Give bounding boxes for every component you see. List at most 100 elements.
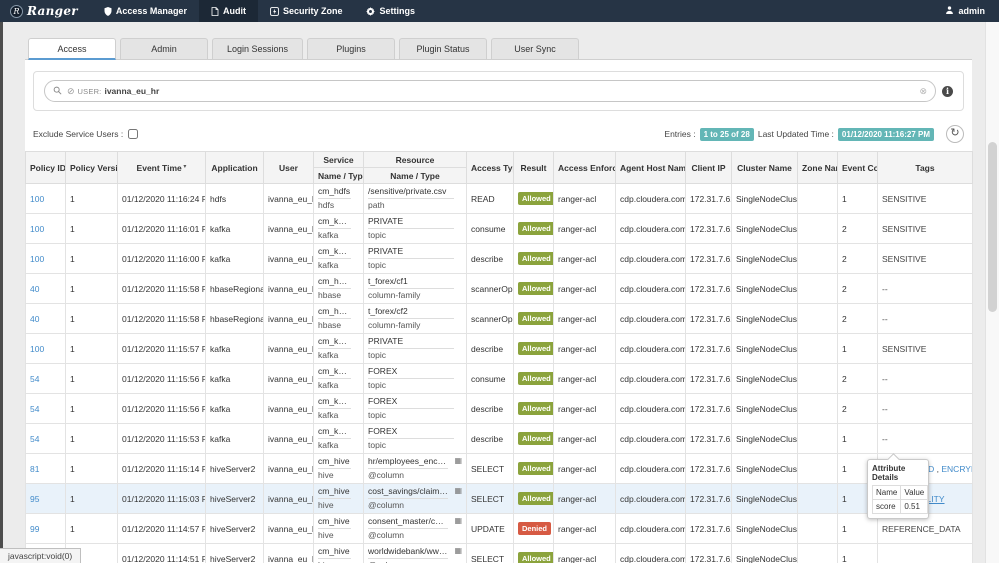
policy-id-link[interactable]: 54 — [30, 433, 40, 444]
ranger-brand[interactable]: R Ranger — [0, 0, 92, 22]
cell-resource-name-type: worldwidebank/ww_custo...@column ▦ — [363, 543, 467, 563]
service-stack: cm_kafka kafka — [318, 426, 359, 451]
cell-event-time: 01/12/2020 11:15:56 PM — [117, 393, 206, 424]
updated-label: Last Updated Time : — [757, 129, 834, 139]
cell-client-ip: 172.31.7.61 — [685, 243, 732, 274]
policy-id-link[interactable]: 100 — [30, 223, 45, 234]
info-icon[interactable]: i — [942, 85, 953, 97]
cell-policy-version: 1 — [65, 393, 118, 424]
cell-access-enforcer: ranger-acl — [553, 513, 616, 544]
table-grid-icon[interactable]: ▦ — [454, 546, 462, 555]
tag-link[interactable]: ENCRYPTED — [941, 463, 971, 474]
cell-result: Allowed — [513, 453, 554, 484]
result-badge-allowed: Allowed — [518, 342, 553, 355]
cell-client-ip: 172.31.7.61 — [685, 423, 732, 454]
policy-id-link[interactable]: 40 — [30, 283, 40, 294]
cell-access-type: scannerOpen — [466, 303, 514, 334]
policy-id-link[interactable]: 54 — [30, 403, 40, 414]
search-input[interactable]: ⊘ USER: ivanna_eu_hr ⊗ — [44, 80, 936, 102]
tag-text: -- — [882, 313, 888, 324]
filter-value: ivanna_eu_hr — [104, 86, 160, 96]
cell-access-type: READ — [466, 183, 514, 214]
tab-plugin-status[interactable]: Plugin Status — [399, 38, 488, 60]
nav-item-audit[interactable]: Audit — [198, 0, 258, 22]
cell-policy-id: 95 — [25, 483, 66, 514]
col-header-resource-name-type: Name / Type — [363, 167, 467, 184]
cell-user: ivanna_eu_hr — [263, 303, 314, 334]
resource-name: cost_savings/claim_savin... — [368, 486, 448, 499]
cell-application: hbaseRegional — [205, 303, 264, 334]
cell-client-ip: 172.31.7.61 — [685, 273, 732, 304]
result-badge-allowed: Allowed — [518, 462, 553, 475]
vertical-scrollbar[interactable] — [985, 22, 999, 563]
table-grid-icon[interactable]: ▦ — [454, 516, 462, 525]
resource-name: t_forex/cf2 — [368, 306, 454, 319]
resource-type: @column — [368, 560, 460, 563]
gear-icon — [366, 6, 376, 16]
nav-item-security-zone[interactable]: Security Zone — [258, 0, 355, 22]
attribute-details-tooltip: Attribute Details Name Value score 0.51 — [867, 459, 929, 519]
cell-resource-name-type: consent_master/consent_...@column ▦ — [363, 513, 467, 544]
tab-user-sync[interactable]: User Sync — [491, 38, 580, 60]
cell-tags: SENSITIVE — [877, 243, 973, 274]
user-menu[interactable]: admin — [931, 0, 999, 22]
document-icon — [211, 6, 219, 16]
cell-event-time: 01/12/2020 11:14:57 PM — [117, 513, 206, 544]
cell-resource-name-type: t_forex/cf1 column-family — [363, 273, 467, 304]
filter-remove-icon[interactable]: ⊘ — [67, 85, 75, 96]
search-filter-chip[interactable]: ⊘ USER: ivanna_eu_hr — [67, 86, 159, 97]
tab-login-sessions[interactable]: Login Sessions — [212, 38, 304, 60]
col-header-agent-host-name: Agent Host Name — [615, 151, 686, 184]
scrollbar-thumb[interactable] — [988, 142, 997, 312]
policy-id-link[interactable]: 54 — [30, 373, 40, 384]
cell-resource-name-type: FOREX topic — [363, 423, 467, 454]
exclude-service-users-checkbox[interactable] — [128, 129, 139, 139]
cell-event-count: 2 — [837, 273, 878, 304]
col-header-label: Cluster Name — [737, 162, 792, 173]
attribute-name: score — [871, 499, 902, 514]
cell-cluster-name: SingleNodeCluster — [731, 453, 798, 484]
cell-event-count: 2 — [837, 393, 878, 424]
cell-service-name-type: cm_hbasehbase — [313, 273, 364, 304]
cell-service-name-type: cm_kafka kafka — [313, 363, 364, 394]
cell-event-time: 01/12/2020 11:15:14 PM — [117, 453, 206, 484]
policy-id-link[interactable]: 100 — [30, 343, 45, 354]
cell-policy-version: 1 — [65, 333, 118, 364]
policy-id-link[interactable]: 99 — [30, 523, 40, 534]
col-header-access-enforcer: Access Enforcer — [553, 151, 616, 184]
col-header-label: Policy Version — [70, 162, 118, 173]
cell-event-count: 1 — [837, 333, 878, 364]
cell-agent-host-name: cdp.cloudera.com — [615, 303, 686, 334]
table-grid-icon[interactable]: ▦ — [454, 486, 462, 495]
service-name: cm_hbase — [318, 306, 351, 319]
cell-zone-name — [797, 333, 838, 364]
policy-id-link[interactable]: 100 — [30, 253, 45, 264]
policy-id-link[interactable]: 95 — [30, 493, 40, 504]
policy-id-link[interactable]: 40 — [30, 313, 40, 324]
table-grid-icon[interactable]: ▦ — [454, 456, 462, 465]
service-type: kafka — [318, 230, 339, 240]
clear-search-icon[interactable]: ⊗ — [919, 85, 927, 96]
cell-access-enforcer: ranger-acl — [553, 213, 616, 244]
cell-application: hiveServer2 — [205, 513, 264, 544]
tab-plugins[interactable]: Plugins — [307, 38, 396, 60]
refresh-button[interactable]: ↻ — [946, 125, 964, 143]
policy-id-link[interactable]: 100 — [30, 193, 45, 204]
resource-name: FOREX — [368, 366, 454, 379]
cell-tags: -- — [877, 303, 973, 334]
cell-client-ip: 172.31.7.61 — [685, 363, 732, 394]
tab-access[interactable]: Access — [28, 38, 116, 60]
audit-row: 100 1 01/12/2020 11:16:01 PM kafka ivanna_eu… — [25, 213, 973, 244]
policy-id-link[interactable]: 81 — [30, 463, 40, 474]
tag-text: SENSITIVE — [882, 343, 927, 354]
resource-stack: PRIVATE topic — [368, 246, 462, 271]
cell-event-time: 01/12/2020 11:15:57 PM — [117, 333, 206, 364]
cell-event-time: 01/12/2020 11:15:03 PM — [117, 483, 206, 514]
nav-item-access-manager[interactable]: Access Manager — [92, 0, 199, 22]
nav-item-settings[interactable]: Settings — [354, 0, 427, 22]
col-header-policy-version: Policy Version — [65, 151, 118, 184]
tab-admin[interactable]: Admin — [120, 38, 208, 60]
col-header-event-time[interactable]: Event Time ▾ — [117, 151, 206, 184]
service-type: hive — [318, 560, 357, 563]
